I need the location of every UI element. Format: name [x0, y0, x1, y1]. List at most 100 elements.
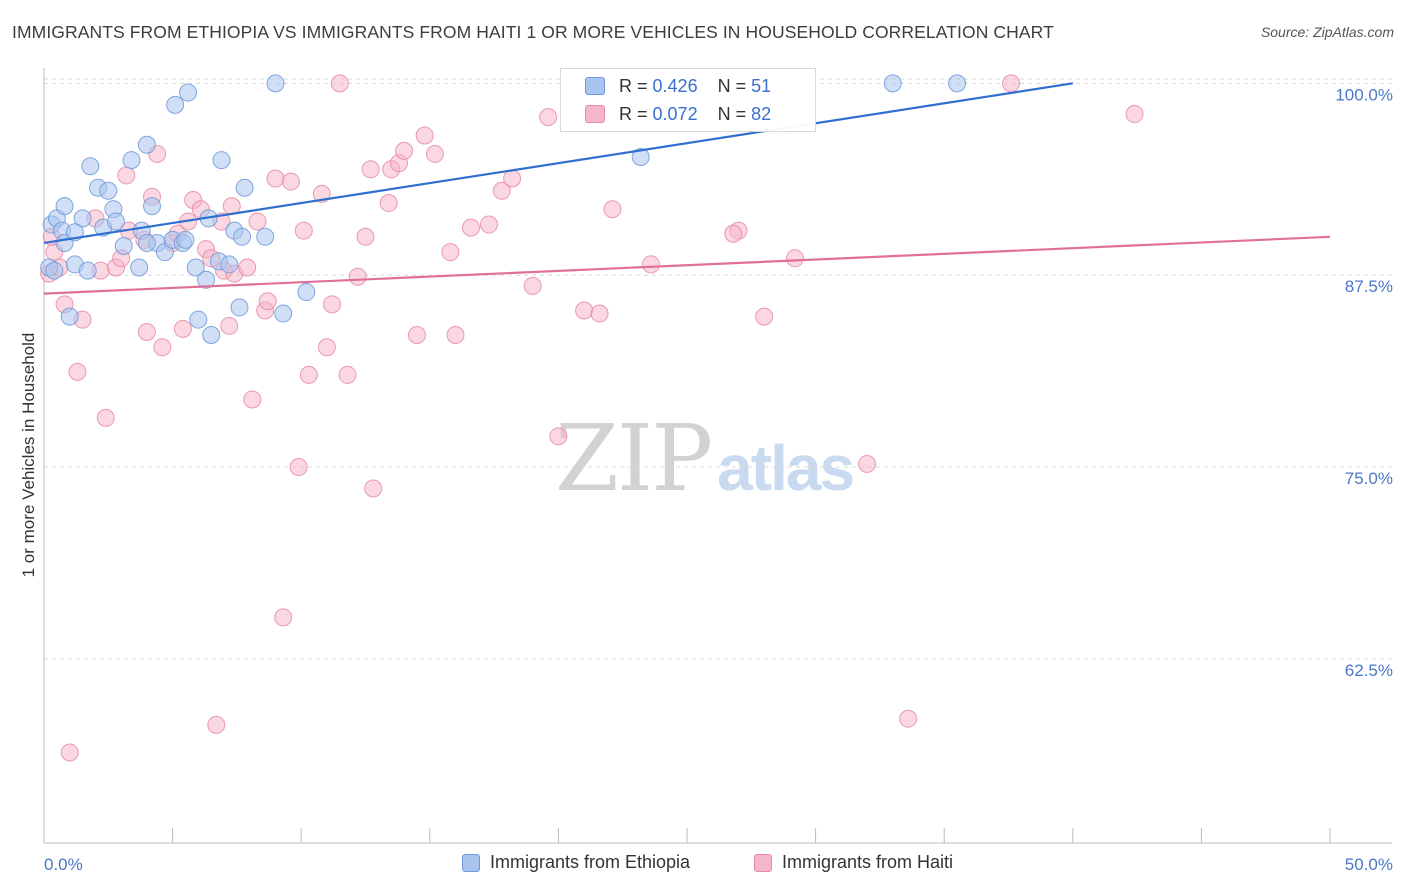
point-haiti	[294, 221, 313, 240]
series-label-ethiopia: Immigrants from Ethiopia	[490, 852, 691, 872]
point-haiti	[503, 169, 522, 188]
point-ethiopia	[186, 258, 205, 277]
legend-swatch-ethiopia	[585, 77, 605, 95]
point-haiti	[299, 365, 318, 384]
point-haiti	[1125, 105, 1144, 124]
series-legend: Immigrants from Ethiopia Immigrants from…	[0, 852, 1406, 878]
point-ethiopia	[143, 197, 162, 216]
legend-swatch-haiti	[585, 105, 605, 123]
legend-r-value: 0.072	[652, 103, 698, 124]
legend-row-ethiopia: R = 0.426 N = 51	[585, 73, 771, 99]
point-haiti	[446, 326, 465, 345]
point-haiti	[266, 169, 285, 188]
watermark-atlas: atlas	[717, 432, 855, 504]
point-ethiopia	[99, 181, 118, 200]
series-legend-haiti[interactable]: Immigrants from Haiti	[754, 852, 953, 873]
point-ethiopia	[948, 74, 967, 93]
point-haiti	[317, 338, 336, 357]
point-haiti	[153, 338, 172, 357]
point-haiti	[603, 200, 622, 219]
y-tick-label: 75.0%	[1345, 469, 1393, 488]
point-ethiopia	[122, 151, 141, 170]
point-haiti	[323, 295, 342, 314]
point-ethiopia	[883, 74, 902, 93]
point-ethiopia	[256, 227, 275, 246]
point-haiti	[289, 458, 308, 477]
point-haiti	[173, 319, 192, 338]
watermark: ZIPatlas	[555, 405, 855, 512]
y-tick-label: 100.0%	[1335, 85, 1393, 104]
trend-line-haiti	[43, 235, 1331, 295]
point-haiti	[348, 267, 367, 286]
axis-layer	[43, 68, 1392, 844]
point-haiti	[461, 218, 480, 237]
point-haiti	[492, 181, 511, 200]
point-ethiopia	[78, 261, 97, 280]
correlation-legend: R = 0.426 N = 51 R = 0.072 N = 82	[560, 68, 816, 132]
series-swatch-haiti	[754, 853, 772, 872]
point-ethiopia	[60, 307, 79, 326]
point-haiti	[338, 365, 357, 384]
grid-layer	[44, 78, 1392, 660]
point-haiti	[356, 227, 375, 246]
legend-r-value: 0.426	[652, 75, 698, 96]
legend-n-value: 82	[751, 103, 772, 124]
point-ethiopia	[212, 151, 231, 170]
legend-n-label: N =	[717, 103, 747, 124]
point-haiti	[575, 301, 594, 320]
point-ethiopia	[45, 261, 64, 280]
point-haiti	[258, 292, 277, 311]
points-layer	[40, 74, 1144, 762]
point-haiti	[858, 454, 877, 473]
point-haiti	[441, 243, 460, 262]
point-haiti	[549, 427, 568, 446]
legend-n-value: 51	[751, 75, 772, 96]
point-ethiopia	[137, 233, 156, 252]
point-haiti	[330, 74, 349, 93]
point-haiti	[379, 194, 398, 213]
point-ethiopia	[274, 304, 293, 323]
point-ethiopia	[233, 227, 252, 246]
point-ethiopia	[166, 95, 185, 114]
x-tick-label: 0.0%	[44, 855, 83, 874]
y-axis-label: 1 or more Vehicles in Household	[19, 333, 38, 578]
y-tick-label: 87.5%	[1345, 277, 1393, 296]
series-legend-ethiopia[interactable]: Immigrants from Ethiopia	[462, 852, 690, 873]
point-ethiopia	[81, 157, 100, 176]
point-haiti	[361, 160, 380, 179]
point-haiti	[641, 255, 660, 274]
point-haiti	[523, 276, 542, 295]
point-ethiopia	[137, 135, 156, 154]
point-ethiopia	[107, 212, 126, 231]
point-haiti	[899, 709, 918, 728]
point-ethiopia	[73, 209, 92, 228]
point-ethiopia	[55, 197, 74, 216]
point-ethiopia	[202, 326, 221, 345]
legend-row-haiti: R = 0.072 N = 82	[585, 101, 771, 127]
point-ethiopia	[189, 310, 208, 329]
point-haiti	[281, 172, 300, 191]
series-label-haiti: Immigrants from Haiti	[782, 852, 954, 872]
point-haiti	[117, 166, 136, 185]
legend-r-label: R =	[619, 75, 648, 96]
point-haiti	[786, 249, 805, 268]
point-haiti	[220, 316, 239, 335]
point-haiti	[425, 144, 444, 163]
point-ethiopia	[266, 74, 285, 93]
point-haiti	[755, 307, 774, 326]
point-haiti	[207, 715, 226, 734]
point-ethiopia	[230, 298, 249, 317]
point-ethiopia	[297, 283, 316, 302]
point-ethiopia	[176, 230, 195, 249]
y-tick-label: 62.5%	[1345, 661, 1393, 680]
watermark-zip: ZIP	[555, 405, 713, 512]
point-ethiopia	[197, 270, 216, 289]
point-ethiopia	[631, 148, 650, 167]
legend-r-label: R =	[619, 103, 648, 124]
point-haiti	[395, 141, 414, 160]
point-haiti	[68, 362, 87, 381]
point-haiti	[243, 390, 262, 409]
point-haiti	[96, 408, 115, 427]
point-ethiopia	[179, 83, 198, 102]
